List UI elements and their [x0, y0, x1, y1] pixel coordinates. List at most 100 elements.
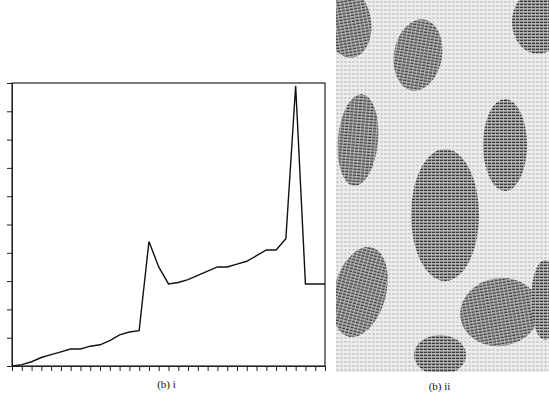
- plot-area: [12, 86, 325, 366]
- y-tick-mark: [7, 168, 12, 169]
- cell-shape: [531, 260, 549, 340]
- y-tick: [7, 281, 12, 282]
- x-tick: [90, 366, 91, 371]
- y-tick-mark: [7, 83, 12, 84]
- cell-shape: [414, 335, 466, 372]
- x-tick-mark: [208, 366, 209, 371]
- cell-shape: [483, 99, 527, 191]
- x-tick: [120, 366, 121, 371]
- y-tick: [7, 366, 12, 367]
- x-tick-mark: [129, 366, 130, 371]
- x-tick: [22, 366, 23, 371]
- x-axis: [13, 366, 326, 371]
- x-tick: [217, 366, 218, 371]
- y-tick-mark: [7, 366, 12, 367]
- x-tick-mark: [325, 366, 326, 371]
- y-tick: [7, 225, 12, 226]
- x-tick: [129, 366, 130, 371]
- y-tick: [7, 196, 12, 197]
- x-tick-mark: [41, 366, 42, 371]
- x-tick: [159, 366, 160, 371]
- y-tick: [7, 168, 12, 169]
- x-tick-mark: [286, 366, 287, 371]
- x-tick-mark: [71, 366, 72, 371]
- x-tick-mark: [188, 366, 189, 371]
- cell-shape: [336, 92, 382, 187]
- y-tick-mark: [7, 309, 12, 310]
- x-tick: [198, 366, 199, 371]
- y-tick: [7, 140, 12, 141]
- x-tick-mark: [217, 366, 218, 371]
- x-tick-mark: [139, 366, 140, 371]
- x-tick-mark: [247, 366, 248, 371]
- x-tick: [32, 366, 33, 371]
- y-tick-mark: [7, 338, 12, 339]
- y-tick-mark: [7, 111, 12, 112]
- x-tick: [296, 366, 297, 371]
- y-tick-mark: [7, 140, 12, 141]
- x-tick-mark: [120, 366, 121, 371]
- line-panel: (b) i: [7, 83, 326, 391]
- y-tick: [7, 253, 12, 254]
- cell-shape: [336, 0, 377, 62]
- x-tick-mark: [110, 366, 111, 371]
- panel-caption: (b) i: [157, 378, 176, 391]
- x-tick: [315, 366, 316, 371]
- y-tick: [7, 111, 12, 112]
- x-tick: [247, 366, 248, 371]
- y-tick: [7, 83, 12, 84]
- x-tick: [286, 366, 287, 371]
- x-tick-mark: [169, 366, 170, 371]
- x-tick-mark: [198, 366, 199, 371]
- x-tick: [276, 366, 277, 371]
- figure: (b) i (b) ii: [0, 0, 549, 399]
- x-tick-mark: [227, 366, 228, 371]
- plot-frame: [12, 83, 325, 366]
- y-tick-mark: [7, 225, 12, 226]
- y-axis: [7, 84, 13, 367]
- x-tick-mark: [257, 366, 258, 371]
- x-tick: [237, 366, 238, 371]
- y-tick-mark: [7, 253, 12, 254]
- x-tick-mark: [178, 366, 179, 371]
- cell-shape: [388, 15, 448, 94]
- x-tick: [149, 366, 150, 371]
- x-tick: [305, 366, 306, 371]
- x-tick-mark: [305, 366, 306, 371]
- cell-shape: [336, 241, 397, 343]
- x-tick: [139, 366, 140, 371]
- y-tick-mark: [7, 281, 12, 282]
- image-panel: (b) ii: [317, 0, 549, 393]
- cell-shape: [411, 149, 479, 281]
- x-tick-mark: [237, 366, 238, 371]
- x-tick: [61, 366, 62, 371]
- x-tick-mark: [315, 366, 316, 371]
- panel-caption: (b) ii: [429, 380, 451, 393]
- x-axis-line: [13, 367, 326, 372]
- x-tick-mark: [149, 366, 150, 371]
- data-line: [12, 86, 325, 366]
- x-tick: [208, 366, 209, 371]
- x-tick-mark: [80, 366, 81, 371]
- x-tick: [51, 366, 52, 371]
- x-tick: [266, 366, 267, 371]
- x-tick: [110, 366, 111, 371]
- x-tick: [71, 366, 72, 371]
- y-tick-mark: [7, 196, 12, 197]
- cell-shape: [512, 0, 549, 54]
- x-tick: [227, 366, 228, 371]
- x-tick: [188, 366, 189, 371]
- x-tick-mark: [61, 366, 62, 371]
- y-tick: [7, 338, 12, 339]
- x-tick: [325, 366, 326, 371]
- x-tick-mark: [266, 366, 267, 371]
- x-tick-mark: [159, 366, 160, 371]
- x-tick-mark: [90, 366, 91, 371]
- x-tick: [257, 366, 258, 371]
- x-tick: [178, 366, 179, 371]
- x-tick: [169, 366, 170, 371]
- x-tick-mark: [100, 366, 101, 371]
- x-tick: [41, 366, 42, 371]
- y-tick: [7, 309, 12, 310]
- image-area: [336, 0, 549, 372]
